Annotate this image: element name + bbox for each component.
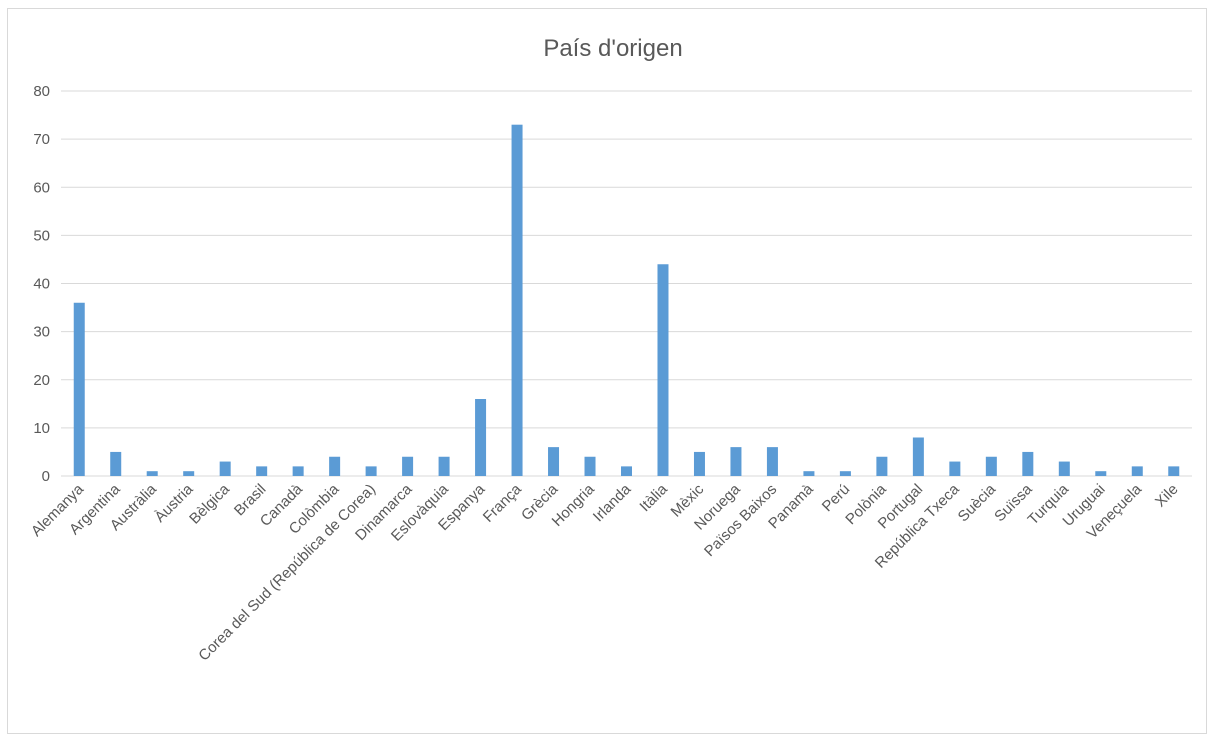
bar xyxy=(949,461,961,476)
bar xyxy=(183,471,195,476)
y-tick-label: 80 xyxy=(33,83,50,100)
gridlines xyxy=(61,90,1192,477)
y-tick-label: 70 xyxy=(33,131,50,148)
x-axis-tick-labels: AlemanyaArgentinaAustràliaÀustriaBèlgica… xyxy=(28,480,1182,664)
chart-frame: País d'origen 0 10 20 30 40 50 60 70 80 Alemanya… xyxy=(7,8,1207,734)
bar xyxy=(693,451,705,476)
chart-title: País d'origen xyxy=(543,35,682,62)
bar xyxy=(839,471,851,476)
bar xyxy=(292,466,304,476)
y-axis-tick-labels: 0 10 20 30 40 50 60 70 80 xyxy=(33,83,50,485)
bar xyxy=(1168,466,1180,476)
y-tick-label: 40 xyxy=(33,276,50,293)
x-tick-label: França xyxy=(480,480,525,525)
bar xyxy=(256,466,268,476)
bar xyxy=(402,456,414,476)
bar xyxy=(584,456,596,476)
bar xyxy=(146,471,158,476)
bar xyxy=(511,124,523,476)
bar xyxy=(1095,471,1107,476)
bar xyxy=(912,437,924,476)
x-tick-label: Itàlia xyxy=(636,480,671,515)
bar xyxy=(985,456,997,476)
bar xyxy=(1131,466,1143,476)
bar xyxy=(876,456,888,476)
x-tick-label: Suècia xyxy=(955,480,1000,525)
y-tick-label: 60 xyxy=(33,179,50,196)
y-tick-label: 10 xyxy=(33,420,50,437)
chart-svg: País d'origen 0 10 20 30 40 50 60 70 80 Alemanya… xyxy=(28,35,1192,664)
bar xyxy=(365,466,377,476)
bar xyxy=(110,451,122,476)
bar xyxy=(766,447,778,476)
bar xyxy=(475,399,487,476)
bar xyxy=(621,466,632,476)
bar xyxy=(329,456,341,476)
bar xyxy=(1022,451,1034,476)
x-tick-label: Irlanda xyxy=(590,480,635,525)
bar xyxy=(730,447,742,476)
bar xyxy=(803,471,815,476)
x-tick-label: Bèlgica xyxy=(186,480,233,527)
bar xyxy=(73,302,85,476)
x-tick-label: Xile xyxy=(1152,481,1182,511)
y-tick-label: 50 xyxy=(33,227,50,244)
bar xyxy=(438,456,450,476)
y-tick-label: 30 xyxy=(33,324,50,341)
bar xyxy=(548,447,560,476)
y-tick-label: 0 xyxy=(42,468,50,485)
y-tick-label: 20 xyxy=(33,372,50,389)
bar xyxy=(657,264,669,476)
bar xyxy=(219,461,231,476)
bar xyxy=(1058,461,1070,476)
bars xyxy=(73,124,1180,476)
